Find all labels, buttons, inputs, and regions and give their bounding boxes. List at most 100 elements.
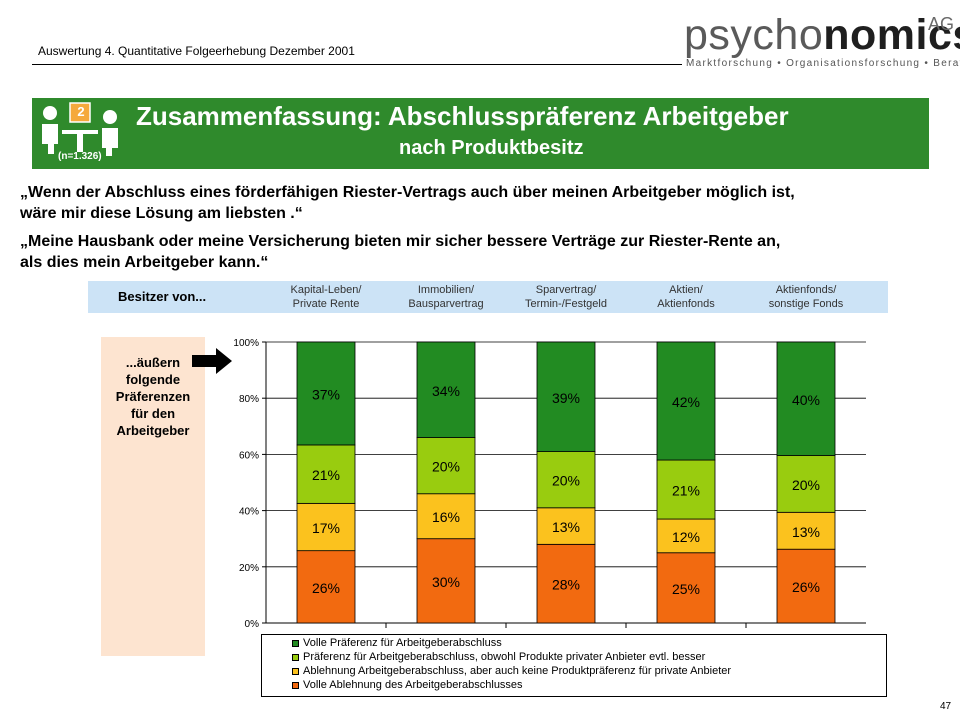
data-label: 42% <box>672 394 700 410</box>
bar-segment <box>296 550 356 624</box>
data-label: 30% <box>432 574 460 590</box>
bar-segment <box>296 341 356 446</box>
logo-word-a: psycho <box>684 11 824 59</box>
bar-segment <box>656 459 716 520</box>
preference-note-text: ...äußern folgende Präferenzen für den A… <box>101 354 205 439</box>
category-label: Sparvertrag/Termin-/Festgeld <box>506 283 626 311</box>
y-tick-label: 100% <box>233 338 259 349</box>
preference-note-line: Arbeitgeber <box>116 423 190 438</box>
category-label-line: Aktienfonds/ <box>775 284 837 296</box>
bar-segment <box>776 455 836 513</box>
preference-note-line: für den <box>130 406 176 421</box>
category-label-line: sonstige Fonds <box>768 298 844 310</box>
data-label: 13% <box>552 519 580 535</box>
page-title: Zusammenfassung: Abschlusspräferenz Arbe… <box>136 101 789 131</box>
legend-entry: Volle Präferenz für Arbeitgeberabschluss <box>303 637 502 649</box>
data-label: 37% <box>312 386 340 402</box>
bar-segment <box>416 341 476 438</box>
bar-segment <box>656 341 716 461</box>
bar-segment <box>776 548 836 624</box>
preference-note-line: ...äußern <box>125 355 181 370</box>
preference-note-line: Präferenzen <box>115 389 191 404</box>
category-label: Immobilien/Bausparvertrag <box>386 283 506 311</box>
data-label: 34% <box>432 383 460 399</box>
logo-word-b: nomics <box>823 11 960 59</box>
category-label-line: Kapital-Leben/ <box>290 284 362 296</box>
data-label: 20% <box>792 477 820 493</box>
y-tick-label: 80% <box>239 394 259 405</box>
data-label: 26% <box>312 580 340 596</box>
data-label: 40% <box>792 392 820 408</box>
category-label-line: Immobilien/ <box>417 284 475 296</box>
legend-swatch <box>292 668 299 675</box>
header-divider <box>32 64 682 65</box>
data-label: 20% <box>432 459 460 475</box>
preference-note-box <box>101 337 205 656</box>
legend-entry: Volle Ablehnung des Arbeitgeberabschluss… <box>303 679 523 691</box>
data-label: 39% <box>552 390 580 406</box>
sample-size-label: (n=1.326) <box>58 151 102 162</box>
data-label: 26% <box>792 579 820 595</box>
category-row-label: Besitzer von... <box>118 289 207 304</box>
data-label: 20% <box>552 473 580 489</box>
bar-segment <box>296 444 356 504</box>
quote-1: „Wenn der Abschluss eines förderfähigen … <box>20 182 795 224</box>
bar-segment <box>536 451 596 509</box>
category-label-line: Aktienfonds <box>657 298 715 310</box>
y-tick-label: 0% <box>245 619 260 630</box>
data-label: 16% <box>432 509 460 525</box>
category-label-line: Private Rente <box>292 298 360 310</box>
data-label: 21% <box>312 467 340 483</box>
stacked-bar-chart: 0% 20% 40% 60% 80% 100% 26% 17% 21% 37% 30% 16% 20% 3… <box>233 338 866 630</box>
quote-1-line-2: wäre mir diese Lösung am liebsten .“ <box>20 205 303 222</box>
bar-segment <box>536 341 596 452</box>
data-label: 17% <box>312 520 340 536</box>
category-label-line: Bausparvertrag <box>408 298 484 310</box>
legend-swatch <box>292 654 299 661</box>
category-label: Kapital-Leben/Private Rente <box>266 283 386 311</box>
y-tick-label: 60% <box>239 450 259 461</box>
category-label-line: Aktien/ <box>669 284 703 296</box>
data-label: 12% <box>672 529 700 545</box>
bar-segment <box>416 538 476 624</box>
bar-segment <box>656 518 716 554</box>
logo-ag: AG <box>928 14 955 34</box>
quote-2: „Meine Hausbank oder meine Versicherung … <box>20 231 780 273</box>
y-tick-label: 20% <box>239 563 259 574</box>
legend-entry: Präferenz für Arbeitgeberabschluss, obwo… <box>303 651 706 663</box>
data-label: 28% <box>552 577 580 593</box>
category-label-line: Sparvertrag/ <box>535 284 597 296</box>
y-tick-label: 40% <box>239 507 259 518</box>
bar-segment <box>536 543 596 624</box>
meeting-people-icon <box>42 102 118 156</box>
category-label: Aktienfonds/sonstige Fonds <box>746 283 866 311</box>
category-label: Aktien/Aktienfonds <box>626 283 746 311</box>
bar-segment <box>656 552 716 624</box>
logo-tagline: Marktforschung • Organisationsforschung … <box>686 58 960 69</box>
icon-number: 2 <box>77 104 85 119</box>
bar-segment <box>416 493 476 540</box>
bar-segment <box>296 502 356 552</box>
legend-swatch <box>292 640 299 647</box>
bar-segment <box>416 437 476 495</box>
bar-segment <box>536 507 596 545</box>
quote-2-line-2: als dies mein Arbeitgeber kann.“ <box>20 254 269 271</box>
quote-2-line-1: „Meine Hausbank oder meine Versicherung … <box>20 233 781 250</box>
company-logo: psychonomics <box>684 10 960 60</box>
report-header: Auswertung 4. Quantitative Folgeerhebung… <box>38 44 355 58</box>
page-subtitle: nach Produktbesitz <box>399 137 584 159</box>
chart-legend <box>261 634 887 697</box>
page-number: 47 <box>940 701 952 712</box>
preference-note-line: folgende <box>125 372 181 387</box>
arrow-right-icon <box>192 348 232 374</box>
category-band <box>88 281 888 313</box>
data-label: 21% <box>672 483 700 499</box>
quote-1-line-1: „Wenn der Abschluss eines förderfähigen … <box>20 184 795 201</box>
legend-entry: Ablehnung Arbeitgeberabschluss, aber auc… <box>303 665 732 677</box>
data-label: 13% <box>792 524 820 540</box>
category-label-line: Termin-/Festgeld <box>525 298 607 310</box>
title-banner <box>32 98 929 169</box>
data-label: 25% <box>672 581 700 597</box>
bar-segment <box>776 341 836 456</box>
legend-swatch <box>292 682 299 689</box>
